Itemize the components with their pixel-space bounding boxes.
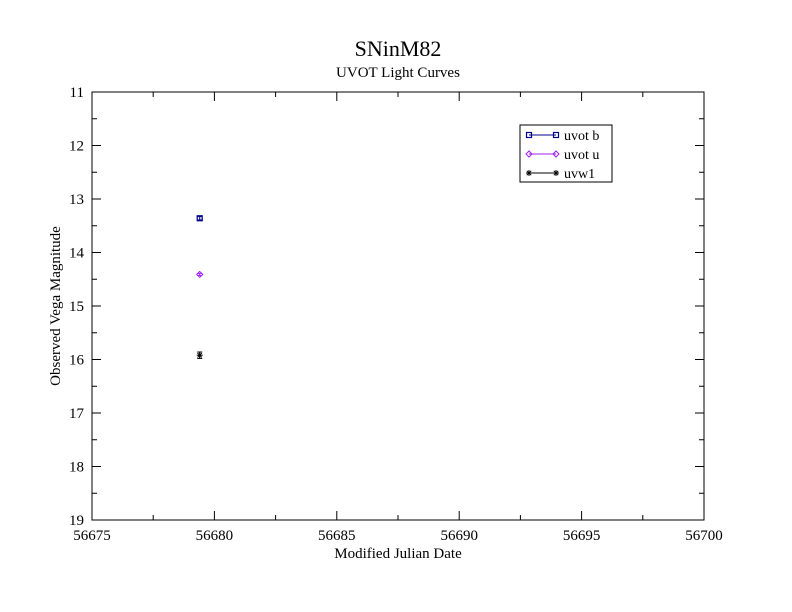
y-tick-label: 11: [70, 85, 84, 101]
x-axis-tick-labels: 56675 56680 56685 56690 56695 56700: [73, 528, 723, 544]
y-axis-label: Observed Vega Magnitude: [48, 226, 64, 386]
y-tick-label: 15: [69, 299, 84, 315]
y-tick-label: 14: [69, 246, 85, 262]
x-tick-label: 56685: [318, 528, 356, 544]
legend-marker: [525, 150, 533, 158]
legend-items: uvot b uvot u uvw1: [525, 129, 599, 182]
legend-marker: [526, 170, 532, 176]
data-points: [196, 215, 204, 359]
legend-marker: [552, 150, 560, 158]
legend-label: uvot u: [564, 148, 599, 163]
y-tick-label: 17: [69, 406, 85, 422]
x-tick-label: 56680: [196, 528, 234, 544]
y-axis-tick-labels: 11 12 13 14 15 16 17 18 19: [69, 85, 85, 529]
legend-label: uvot b: [564, 129, 599, 144]
y-tick-label: 16: [69, 353, 85, 369]
y-tick-label: 19: [69, 513, 84, 529]
chart-subtitle: UVOT Light Curves: [336, 65, 460, 81]
asterisk-stroke: [197, 352, 203, 358]
x-tick-label: 56700: [685, 528, 723, 544]
data-point-uvot-u: [196, 270, 204, 279]
data-point-uvot-b: [196, 215, 203, 222]
y-tick-label: 12: [69, 139, 84, 155]
asterisk-stroke: [553, 170, 559, 176]
x-axis-label: Modified Julian Date: [334, 546, 462, 562]
legend: uvot b uvot u uvw1: [519, 124, 613, 183]
legend-marker: [552, 131, 560, 139]
asterisk-stroke: [526, 170, 532, 176]
x-tick-label: 56695: [563, 528, 601, 544]
legend-label: uvw1: [564, 167, 595, 182]
legend-marker: [553, 170, 559, 176]
y-tick-label: 13: [69, 192, 84, 208]
data-point-uvw1: [196, 352, 203, 359]
y-tick-label: 18: [69, 460, 84, 476]
x-tick-label: 56675: [73, 528, 111, 544]
axis-ticks: [91, 91, 705, 521]
legend-marker: [525, 131, 533, 139]
x-tick-label: 56690: [440, 528, 478, 544]
chart-title: SNinM82: [355, 36, 442, 61]
